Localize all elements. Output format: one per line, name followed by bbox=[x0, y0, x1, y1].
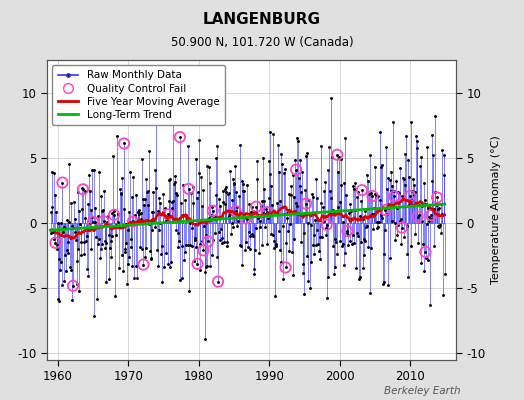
Point bbox=[193, 261, 202, 267]
Point bbox=[164, 211, 172, 218]
Text: 50.900 N, 101.720 W (Canada): 50.900 N, 101.720 W (Canada) bbox=[171, 36, 353, 49]
Point bbox=[263, 209, 271, 215]
Point bbox=[390, 193, 398, 200]
Point bbox=[322, 222, 331, 228]
Point bbox=[79, 186, 87, 192]
Point bbox=[413, 214, 422, 220]
Point bbox=[252, 204, 260, 210]
Point bbox=[281, 264, 290, 271]
Point bbox=[368, 193, 377, 199]
Point bbox=[292, 166, 300, 173]
Point bbox=[69, 282, 77, 289]
Point bbox=[184, 186, 193, 192]
Point bbox=[100, 218, 108, 224]
Point bbox=[110, 212, 118, 218]
Y-axis label: Temperature Anomaly (°C): Temperature Anomaly (°C) bbox=[491, 136, 501, 284]
Point bbox=[120, 140, 128, 147]
Point bbox=[433, 194, 441, 201]
Point bbox=[343, 228, 352, 234]
Point bbox=[242, 215, 250, 222]
Legend: Raw Monthly Data, Quality Control Fail, Five Year Moving Average, Long-Term Tren: Raw Monthly Data, Quality Control Fail, … bbox=[52, 65, 225, 125]
Point bbox=[199, 247, 208, 254]
Point bbox=[427, 212, 435, 218]
Point bbox=[209, 208, 217, 214]
Point bbox=[406, 193, 414, 199]
Point bbox=[232, 208, 240, 214]
Point bbox=[139, 261, 148, 268]
Point bbox=[381, 207, 390, 213]
Text: LANGENBURG: LANGENBURG bbox=[203, 12, 321, 27]
Point bbox=[129, 218, 137, 225]
Point bbox=[58, 179, 67, 186]
Point bbox=[214, 278, 222, 285]
Text: Berkeley Earth: Berkeley Earth bbox=[385, 386, 461, 396]
Point bbox=[398, 224, 406, 231]
Point bbox=[333, 152, 342, 158]
Point bbox=[51, 240, 60, 246]
Point bbox=[176, 134, 184, 140]
Point bbox=[302, 200, 310, 207]
Point bbox=[204, 238, 212, 244]
Point bbox=[89, 219, 97, 225]
Point bbox=[358, 187, 366, 193]
Point bbox=[421, 249, 430, 255]
